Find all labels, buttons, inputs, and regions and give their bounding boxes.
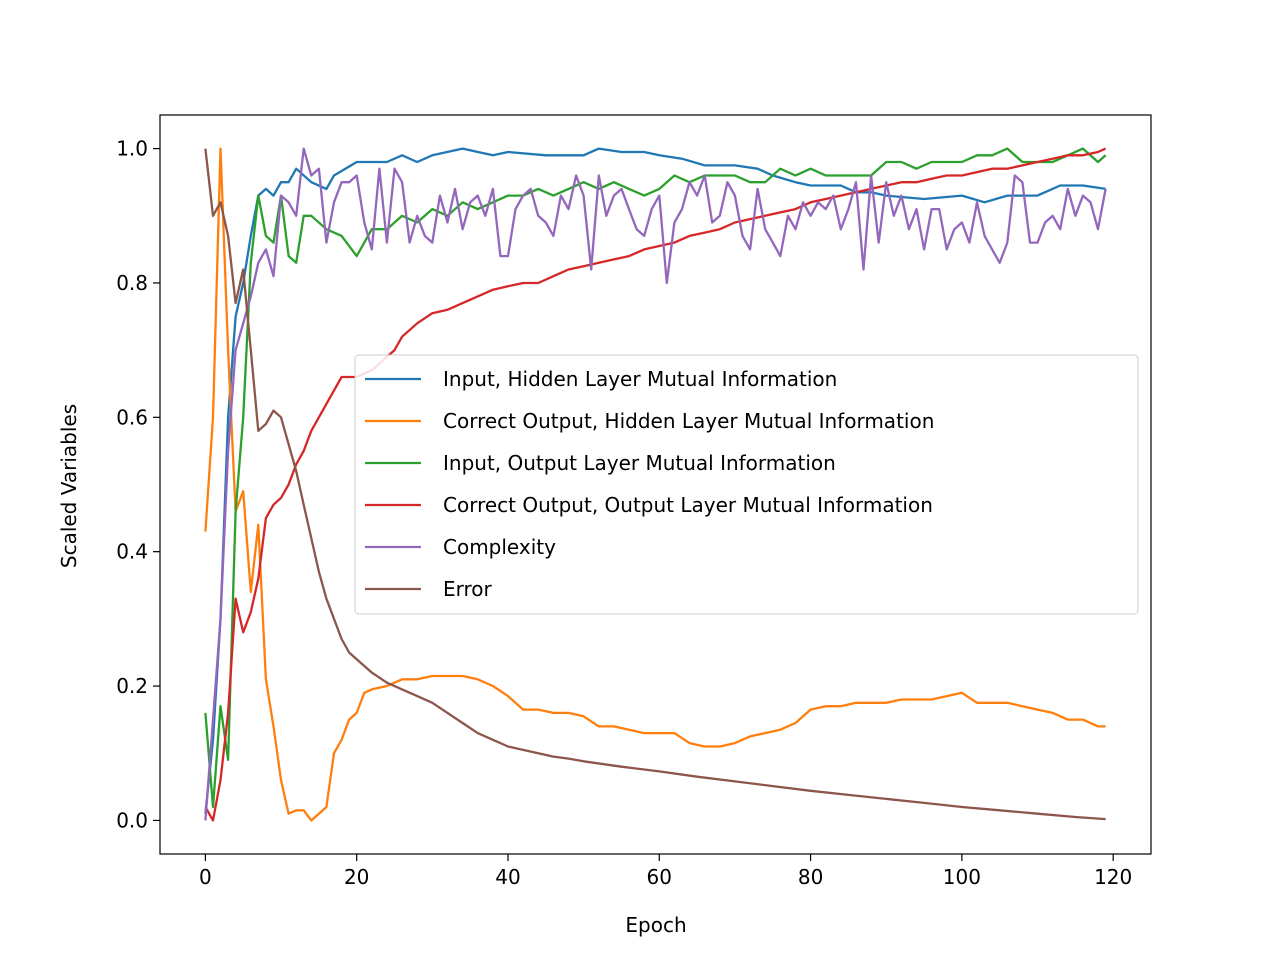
legend: Input, Hidden Layer Mutual Information Co… [354, 354, 1139, 615]
x-tick-label: 60 [647, 865, 672, 889]
y-tick-label: 0.0 [116, 808, 148, 832]
legend-label: Error [443, 577, 493, 601]
series-line-6 [204, 148, 1106, 821]
y-tick-label: 0.2 [116, 674, 148, 698]
legend-label: Correct Output, Hidden Layer Mutual Info… [443, 409, 934, 433]
legend-label: Input, Output Layer Mutual Information [443, 451, 836, 475]
axes-layer: 0 20 40 60 80 100 120 0.0 0.2 0.4 0.6 0.8 1.0 [116, 114, 1152, 889]
series-line-1 [204, 147, 1106, 814]
series-line-4 [204, 147, 1107, 822]
y-tick-label: 0.6 [116, 405, 148, 429]
legend-label: Correct Output, Output Layer Mutual Info… [443, 493, 933, 517]
y-tick-label: 0.8 [116, 271, 148, 295]
x-tick-label: 0 [199, 865, 212, 889]
series-layer [204, 147, 1107, 822]
y-tick-label: 0.4 [116, 540, 148, 564]
series-line-2 [204, 147, 1106, 822]
series-line-3 [204, 147, 1107, 809]
x-tick-label: 100 [943, 865, 981, 889]
legend-box [354, 354, 1139, 615]
x-axis-label: Epoch [625, 913, 686, 937]
x-tick-label: 20 [344, 865, 369, 889]
legend-label: Input, Hidden Layer Mutual Information [443, 367, 837, 391]
x-tick-label: 40 [495, 865, 520, 889]
plot-frame [159, 114, 1152, 855]
x-tick-label: 120 [1094, 865, 1132, 889]
y-axis-label: Scaled Variables [57, 404, 81, 568]
legend-label: Complexity [443, 535, 556, 559]
series-line-5 [204, 147, 1107, 821]
x-tick-label: 80 [798, 865, 823, 889]
y-tick-label: 1.0 [116, 137, 148, 161]
